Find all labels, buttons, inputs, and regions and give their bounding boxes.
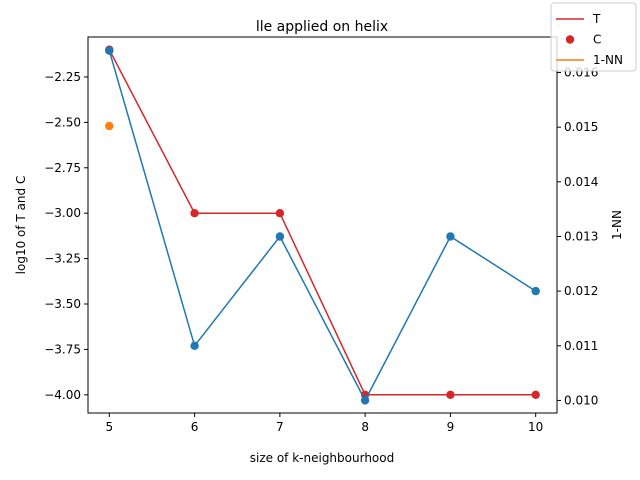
- y-left-tick-label: −2.50: [44, 115, 81, 129]
- x-tick-label: 5: [105, 420, 113, 434]
- axes: 5 6 7 8 9 10 −4.00 −3.75 −3.50 −3.25 −3.00 −2.75 −2.…: [44, 66, 598, 434]
- y-left-tick-label: −2.25: [44, 70, 81, 84]
- y-right-tick-label: 0.010: [564, 393, 598, 407]
- data-point-c-1: [190, 209, 199, 218]
- data-point-series-3-3: [360, 396, 370, 405]
- legend: TC 1-NN: [550, 2, 637, 72]
- data-point-c-5: [531, 390, 540, 399]
- y-axis-label-left: log10 of T and C: [14, 176, 28, 275]
- data-point-1-nn-0: [105, 121, 114, 131]
- y-right-tick-label: 0.011: [564, 339, 598, 353]
- data-point-c-2: [275, 209, 285, 218]
- y-left-tick-label: −3.75: [44, 342, 81, 356]
- x-tick-label: 7: [276, 420, 284, 434]
- x-tick-label: 9: [447, 420, 455, 434]
- x-axis-label: size of k-neighbourhood: [250, 451, 394, 465]
- legend-box: [550, 2, 637, 72]
- y-left-tick-label: −3.25: [44, 252, 81, 266]
- data-point-series-3-5: [531, 286, 540, 296]
- plot-frame: [87, 36, 558, 414]
- series-line-t: [108, 49, 536, 396]
- plot-area: [105, 45, 540, 405]
- data-point-series-3-4: [446, 232, 455, 241]
- x-tick-label: 8: [361, 420, 369, 434]
- y-axis-label-right: 1-NN: [610, 210, 624, 240]
- legend-label-1-nn: 1-NN: [593, 53, 623, 67]
- y-right-tick-label: 0.013: [564, 229, 598, 243]
- series-line-series-3: [108, 50, 537, 403]
- legend-swatch-c: [565, 35, 575, 44]
- y-left-tick-label: −2.75: [44, 161, 81, 175]
- x-tick-label: 10: [528, 420, 543, 434]
- data-point-series-3-1: [190, 341, 199, 350]
- y-right-tick-label: 0.012: [564, 284, 598, 298]
- x-tick-label: 6: [191, 420, 199, 434]
- data-point-c-4: [446, 390, 455, 399]
- legend-label-c: C: [593, 33, 601, 47]
- y-right-tick-label: 0.014: [564, 175, 598, 189]
- data-point-series-3-0: [105, 46, 114, 55]
- data-point-series-3-2: [275, 232, 285, 241]
- legend-label-t: T: [592, 12, 601, 26]
- y-left-tick-label: −3.00: [44, 206, 81, 220]
- y-right-tick-label: 0.015: [564, 120, 598, 134]
- chart-title: lle applied on helix: [256, 19, 388, 35]
- y-left-tick-label: −3.50: [44, 297, 81, 311]
- y-left-tick-label: −4.00: [44, 388, 81, 402]
